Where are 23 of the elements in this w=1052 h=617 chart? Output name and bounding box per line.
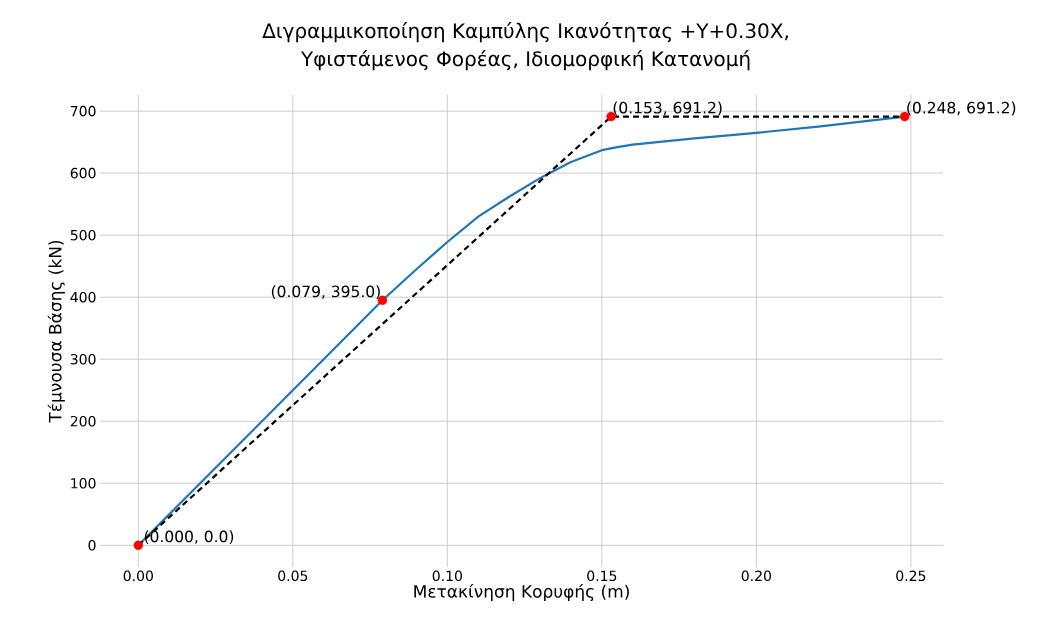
chart-title: Διγραμμικοποίηση Καμπύλης Ικανότητας +Y+0.30X, — [262, 21, 788, 43]
x-tick-label: 0.00 — [123, 570, 153, 582]
x-tick-label: 0.05 — [278, 570, 308, 582]
data-label: (0.079, 395.0) — [271, 285, 380, 300]
point — [133, 540, 144, 550]
y-tick-label: 700 — [70, 105, 96, 117]
y-tick-label: 300 — [70, 353, 96, 365]
x-tick-label: 0.10 — [432, 570, 462, 582]
y-tick-label: 600 — [70, 167, 96, 179]
y-tick-label: 200 — [70, 415, 96, 427]
y-tick-label: 100 — [71, 477, 96, 489]
x-axis-title: Μετακίνηση Κορυφής (m) — [414, 583, 629, 602]
y-tick-label: 500 — [70, 229, 96, 241]
data-label: (0.153, 691.2) — [613, 101, 722, 116]
data-label: (0.000, 0.0) — [144, 530, 234, 545]
data-label: (0.248, 691.2) — [907, 101, 1016, 116]
y-tick-label: 0 — [88, 540, 96, 551]
x-tick-label: 0.25 — [896, 570, 926, 582]
y-axis-title: Τέμνουσα Βάσης (kN) — [47, 240, 65, 423]
x-tick-label: 0.20 — [741, 570, 772, 582]
chart-subtitle: Υφιστάμενος Φορέας, Ιδιομορφική Κατανομή — [300, 49, 750, 71]
x-tick-label: 0.15 — [587, 570, 617, 582]
y-tick-label: 400 — [70, 291, 96, 303]
